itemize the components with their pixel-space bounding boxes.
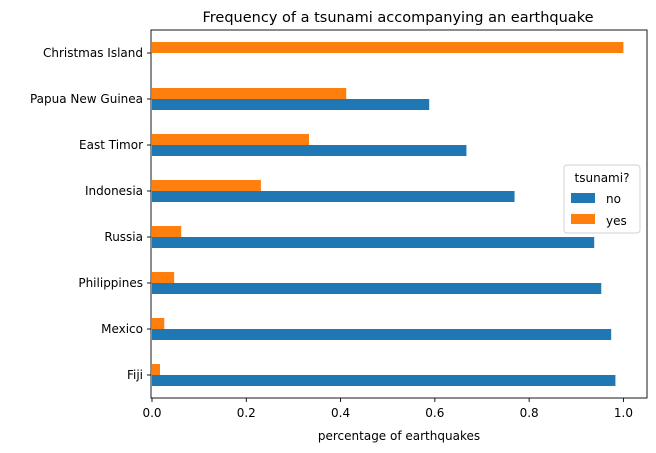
y-tick-label-fiji: Fiji xyxy=(127,368,143,382)
legend-label-yes: yes xyxy=(606,214,627,228)
bar-yes-philippines xyxy=(152,272,175,283)
bar-yes-mexico xyxy=(152,318,165,329)
x-tick-label: 0.2 xyxy=(237,406,256,420)
legend: tsunami? no yes xyxy=(563,164,641,234)
bar-no-mexico xyxy=(152,329,612,340)
y-axis-ticks: Fiji Mexico Philippines Russia Indonesia East… xyxy=(30,46,151,382)
x-tick-label: 0.0 xyxy=(142,406,161,420)
x-tick-label: 0.4 xyxy=(331,406,350,420)
x-axis-label: percentage of earthquakes xyxy=(318,429,480,443)
bar-no-philippines xyxy=(152,283,602,294)
x-tick-label: 0.6 xyxy=(425,406,444,420)
plot-frame xyxy=(150,29,648,399)
bar-no-east-timor xyxy=(152,145,467,156)
bars-group xyxy=(152,42,624,386)
bar-yes-east-timor xyxy=(152,134,309,145)
bar-yes-christmas-island xyxy=(152,42,624,53)
x-axis-ticks: 0.0 0.2 0.4 0.6 0.8 1.0 xyxy=(142,398,633,420)
x-tick-label: 1.0 xyxy=(614,406,633,420)
legend-swatch-yes xyxy=(571,214,595,224)
bar-yes-indonesia xyxy=(152,180,261,191)
chart-title: Frequency of a tsunami accompanying an e… xyxy=(203,10,594,26)
y-tick-label-east-timor: East Timor xyxy=(79,138,143,152)
y-tick-label-christmas-island: Christmas Island xyxy=(43,46,143,60)
bar-no-fiji xyxy=(152,375,616,386)
y-tick-label-papua-new-guinea: Papua New Guinea xyxy=(30,92,143,106)
bar-no-russia xyxy=(152,237,595,248)
legend-swatch-no xyxy=(571,193,595,203)
y-tick-label-indonesia: Indonesia xyxy=(85,184,143,198)
bar-yes-papua-new-guinea xyxy=(152,88,347,99)
bar-yes-russia xyxy=(152,226,182,237)
y-tick-label-philippines: Philippines xyxy=(78,276,143,290)
bar-no-indonesia xyxy=(152,191,515,202)
legend-title: tsunami? xyxy=(575,171,630,185)
y-tick-label-russia: Russia xyxy=(104,230,143,244)
bar-yes-fiji xyxy=(152,364,161,375)
x-tick-label: 0.8 xyxy=(520,406,539,420)
legend-label-no: no xyxy=(606,192,621,206)
bar-no-papua-new-guinea xyxy=(152,99,430,110)
y-tick-label-mexico: Mexico xyxy=(101,322,143,336)
